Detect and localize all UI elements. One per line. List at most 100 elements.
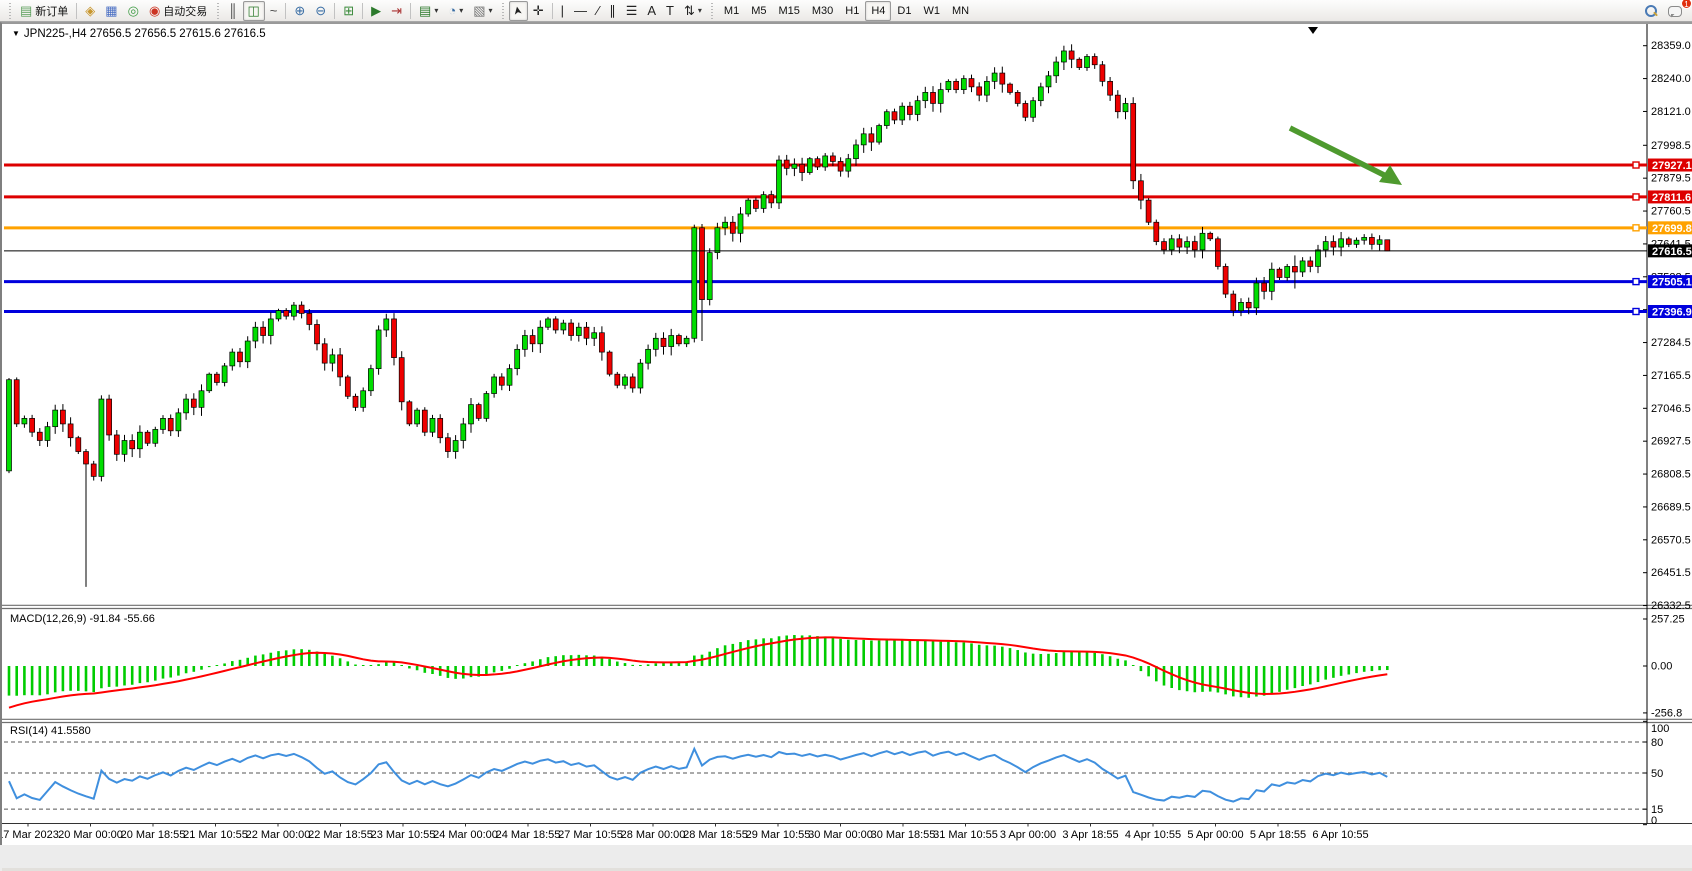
svg-text:80: 80 <box>1651 737 1663 749</box>
zoom-out-button[interactable]: ⊖ <box>310 1 331 21</box>
autotrading-button[interactable]: ◉ 自动交易 <box>144 1 212 21</box>
new-order-button[interactable]: ▤ 新订单 <box>15 1 73 21</box>
signals-icon: ◎ <box>127 3 139 18</box>
price-axis[interactable]: 28359.0 28240.0 28121.0 27998.5 27879.5 27760… <box>1643 40 1691 612</box>
tf-m5-label: M5 <box>751 4 767 17</box>
cursor-button[interactable]: ➤ <box>508 0 528 21</box>
trend-arrow[interactable] <box>1288 125 1402 185</box>
svg-text:20 Mar 00:00: 20 Mar 00:00 <box>58 829 123 841</box>
svg-text:27396.9: 27396.9 <box>1652 306 1692 318</box>
metaeditor-button[interactable]: ▦ <box>100 1 122 21</box>
trendline-button[interactable]: ∕ <box>592 1 604 21</box>
shift-marker[interactable] <box>1308 27 1318 34</box>
svg-text:6 Apr 10:55: 6 Apr 10:55 <box>1312 829 1368 841</box>
svg-text:27811.6: 27811.6 <box>1652 192 1691 204</box>
tf-m15-label: M15 <box>778 4 800 17</box>
tf-h1[interactable]: H1 <box>839 1 865 21</box>
periods-caret-icon: ▾ <box>459 6 464 15</box>
search-icon <box>1644 4 1658 18</box>
tf-m30[interactable]: M30 <box>806 1 839 21</box>
svg-text:28240.0: 28240.0 <box>1651 73 1691 85</box>
chart-canvas[interactable]: 28359.0 28240.0 28121.0 27998.5 27879.5 27760… <box>2 23 1692 849</box>
bar-chart-button[interactable]: ║ <box>223 1 242 21</box>
rsi-label: RSI(14) 41.5580 <box>10 725 91 737</box>
new-chart-button[interactable]: ▤ ▾ <box>414 1 443 21</box>
tile-windows-button[interactable]: ⊞ <box>338 1 359 21</box>
tf-mn[interactable]: MN <box>946 1 975 21</box>
new-chart-icon: ▤ <box>419 3 432 18</box>
arrows-button[interactable]: ⇅ ▾ <box>679 1 707 21</box>
svg-text:27 Mar 10:55: 27 Mar 10:55 <box>558 829 623 841</box>
svg-text:28121.0: 28121.0 <box>1651 106 1691 118</box>
macd-label: MACD(12,26,9) -91.84 -55.66 <box>10 613 155 625</box>
text-label-icon: T <box>666 3 674 18</box>
drag-handle[interactable] <box>7 2 12 19</box>
zoom-in-button[interactable]: ⊕ <box>289 1 310 21</box>
line-chart-button[interactable]: ~ <box>265 1 283 21</box>
new-order-label: 新订单 <box>35 5 69 18</box>
tf-m15[interactable]: M15 <box>772 1 805 21</box>
chart-shift-button[interactable]: ⇥ <box>386 1 407 21</box>
svg-text:29 Mar 10:55: 29 Mar 10:55 <box>746 829 811 841</box>
svg-text:5 Apr 18:55: 5 Apr 18:55 <box>1250 829 1306 841</box>
search-button[interactable] <box>1639 1 1663 21</box>
svg-text:15: 15 <box>1651 804 1663 816</box>
tf-m5[interactable]: M5 <box>745 1 772 21</box>
svg-text:3 Apr 18:55: 3 Apr 18:55 <box>1062 829 1118 841</box>
tf-d1[interactable]: D1 <box>891 1 917 21</box>
fibonacci-button[interactable]: ☰ <box>621 1 643 21</box>
templates-icon: ▧ <box>473 3 486 18</box>
cursor-icon: ➤ <box>510 5 525 17</box>
rsi-axis[interactable]: 100 80 50 150 <box>1643 720 1669 827</box>
text-button[interactable]: A <box>642 1 661 21</box>
vertical-line-button[interactable]: | <box>556 1 569 21</box>
tf-w1[interactable]: W1 <box>917 1 946 21</box>
auto-scroll-button[interactable]: ▶ <box>366 1 386 21</box>
chat-button[interactable]: 1 <box>1663 0 1692 21</box>
templates-button[interactable]: ▧ ▾ <box>468 1 497 21</box>
horizontal-line-button[interactable]: — <box>569 1 592 21</box>
price-line-labels: 27927.1 27811.6 27699.8 27616.5 27505.1 27396… <box>1648 158 1692 318</box>
drag-handle[interactable] <box>709 2 715 19</box>
collapse-icon[interactable]: ▼ <box>12 29 20 38</box>
tf-m1-label: M1 <box>723 4 740 17</box>
macd-axis[interactable]: 257.25 0.00 -256.8 <box>1643 614 1685 720</box>
svg-text:26570.5: 26570.5 <box>1651 534 1691 546</box>
toolbar-separator <box>362 2 364 19</box>
candlesticks-button[interactable]: ◫ <box>242 0 265 21</box>
svg-text:26808.5: 26808.5 <box>1651 469 1691 481</box>
periods-button[interactable]: ◔ ▾ <box>443 1 468 21</box>
svg-text:23 Mar 10:55: 23 Mar 10:55 <box>371 829 436 841</box>
svg-text:30 Mar 18:55: 30 Mar 18:55 <box>871 829 936 841</box>
svg-text:26927.5: 26927.5 <box>1651 436 1691 448</box>
chart-window-button[interactable]: ◈ <box>80 1 100 21</box>
svg-text:50: 50 <box>1651 768 1663 780</box>
signals-button[interactable]: ◎ <box>123 1 144 21</box>
svg-text:28 Mar 00:00: 28 Mar 00:00 <box>621 829 686 841</box>
text-label-button[interactable]: T <box>661 1 679 21</box>
tf-h1-label: H1 <box>845 4 860 17</box>
rsi-panel <box>4 741 1647 810</box>
tf-d1-label: D1 <box>897 4 912 17</box>
tf-h4[interactable]: H4 <box>865 0 892 21</box>
svg-text:17 Mar 2023: 17 Mar 2023 <box>2 829 59 841</box>
toolbar-separator <box>551 2 553 19</box>
toolbar: ▤ 新订单 ◈ ▦ ◎ ◉ 自动交易 ║ ◫ ~ ⊕ ⊖ ⊞ ▶ ⇥ ▤ ▾ ◔ ▾ ▧ ▾ ➤ ✛ | — ∕ ∥ ☰ A T ⇅ ▾ M1 M… <box>0 0 1692 22</box>
equidistant-channel-button[interactable]: ∥ <box>604 1 621 21</box>
new-order-icon: ▤ <box>20 3 33 18</box>
svg-text:27998.5: 27998.5 <box>1651 140 1691 152</box>
tf-m1[interactable]: M1 <box>718 1 745 21</box>
fibonacci-icon: ☰ <box>625 3 638 18</box>
svg-text:0: 0 <box>1651 815 1657 827</box>
horizontal-lines[interactable] <box>4 161 1647 316</box>
bar-chart-icon: ║ <box>228 3 238 18</box>
toolbar-separator <box>285 2 287 19</box>
chart-title-text: JPN225-,H4 27656.5 27656.5 27615.6 27616… <box>23 28 266 40</box>
svg-text:26689.5: 26689.5 <box>1651 501 1691 513</box>
drag-handle[interactable] <box>500 2 506 19</box>
drag-handle[interactable] <box>215 2 221 19</box>
svg-text:26332.5: 26332.5 <box>1651 600 1691 612</box>
crosshair-button[interactable]: ✛ <box>528 1 549 21</box>
chart-title: ▼ JPN225-,H4 27656.5 27656.5 27615.6 2761… <box>12 28 266 40</box>
